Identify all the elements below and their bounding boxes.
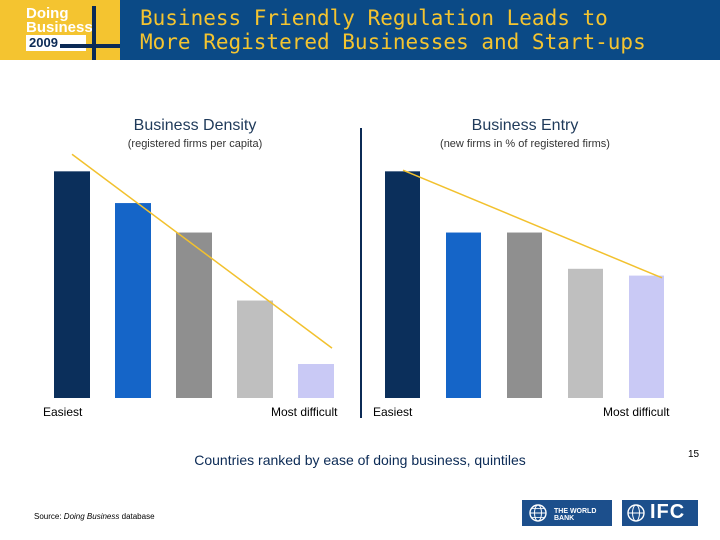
globe-icon	[627, 504, 645, 522]
logo-cross-vertical	[92, 6, 96, 60]
world-bank-logo: THE WORLD BANK	[522, 500, 612, 526]
chart-2-bar-2	[446, 232, 481, 398]
chart-1-bar-5	[298, 364, 334, 398]
logo-line-2: Business	[26, 19, 93, 36]
chart-1-x-label-easiest: Easiest	[43, 405, 83, 419]
chart-2-bar-1	[385, 171, 420, 398]
ifc-logo-text: IFC	[650, 501, 686, 523]
chart-2-x-label-easiest: Easiest	[373, 405, 413, 419]
logo-cross-horizontal	[60, 44, 120, 48]
chart-1-x-label-most-difficult: Most difficult	[271, 405, 338, 419]
chart-1-bar-1	[54, 171, 90, 398]
chart-2-trendline	[402, 169, 663, 279]
source-prefix: Source:	[34, 512, 64, 521]
slide-title-line-2: More Registered Businesses and Start-ups	[140, 30, 646, 54]
source-italic: Doing Business	[63, 512, 120, 521]
chart-1-bar-3	[176, 232, 212, 398]
chart-2-bar-3	[507, 232, 542, 398]
chart-1-trendline	[71, 153, 333, 349]
source-note: Source: Doing Business database	[34, 512, 155, 521]
chart-2-x-label-most-difficult: Most difficult	[603, 405, 670, 419]
source-suffix: database	[119, 512, 155, 521]
slide-title: Business Friendly Regulation Leads to Mo…	[140, 6, 700, 54]
chart-2-bar-5	[629, 275, 664, 398]
ifc-logo: IFC	[622, 500, 698, 526]
chart-2-title: Business Entry	[471, 117, 579, 134]
panel-divider	[360, 128, 362, 418]
chart-1-bar-4	[237, 300, 273, 398]
header-bar: Doing Business 2009 Business Friendly Re…	[0, 0, 720, 60]
x-axis-caption: Countries ranked by ease of doing busine…	[0, 452, 720, 468]
chart-1-subtitle: (registered firms per capita)	[127, 138, 263, 150]
logo-line-1: Doing	[26, 5, 69, 22]
x-axis-caption-text: Countries ranked by ease of doing busine…	[194, 452, 526, 468]
chart-2-bar-4	[568, 268, 603, 398]
globe-icon	[529, 504, 547, 522]
chart-1-bar-2	[115, 203, 151, 398]
world-bank-logo-text: THE WORLD BANK	[554, 508, 597, 522]
chart-1-title: Business Density	[133, 117, 257, 134]
slide-title-line-1: Business Friendly Regulation Leads to	[140, 6, 608, 30]
chart-2-subtitle: (new firms in % of registered firms)	[440, 138, 610, 150]
doing-business-logo: Doing Business 2009	[0, 0, 120, 60]
page-number: 15	[688, 449, 700, 460]
